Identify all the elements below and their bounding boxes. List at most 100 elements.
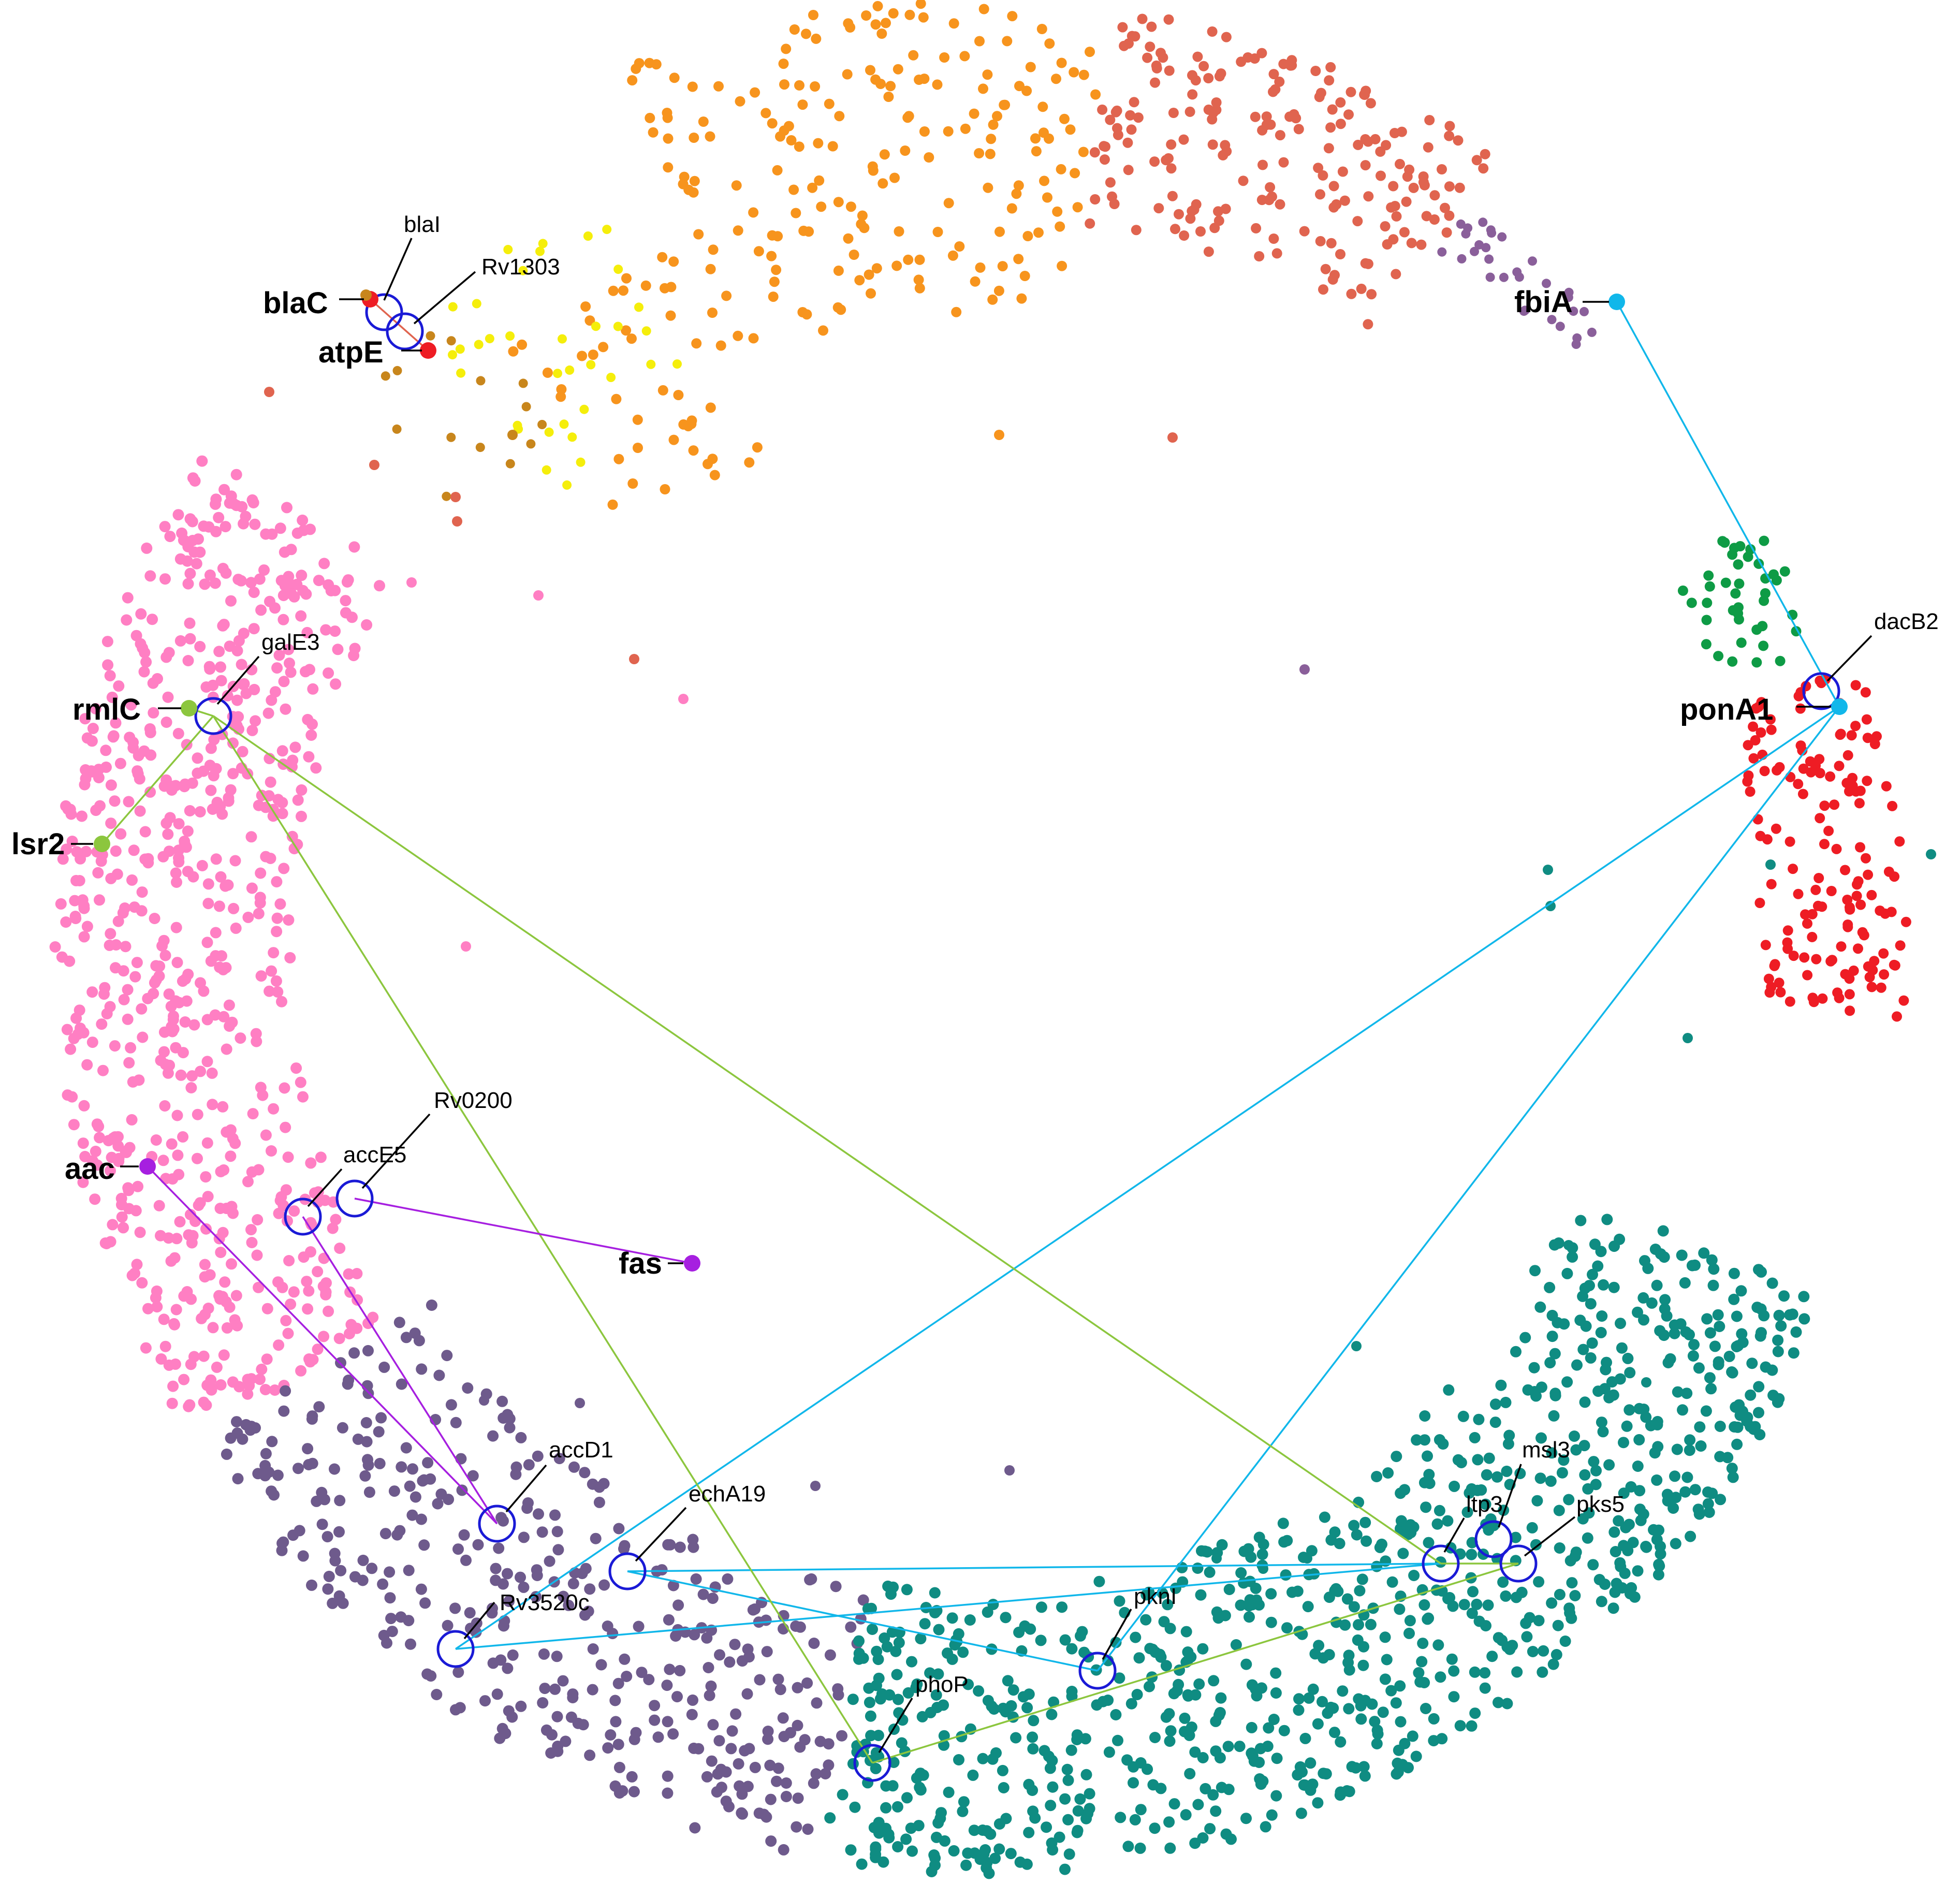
node-dot bbox=[789, 24, 800, 35]
node-dot bbox=[138, 745, 150, 757]
node-dot bbox=[1277, 1517, 1289, 1529]
node-dot bbox=[1478, 163, 1489, 174]
node-dot bbox=[162, 691, 174, 703]
node-dot bbox=[1084, 1788, 1095, 1800]
node-dot bbox=[1862, 733, 1873, 743]
node-dot bbox=[772, 165, 783, 176]
node-dot bbox=[108, 730, 120, 742]
node-dot bbox=[1399, 1738, 1411, 1749]
node-dot bbox=[1379, 1631, 1391, 1643]
node-dot bbox=[1149, 156, 1160, 167]
node-dot bbox=[110, 939, 122, 951]
node-dot bbox=[715, 1763, 727, 1775]
node-dot bbox=[1302, 1553, 1312, 1564]
node-dot bbox=[1626, 1582, 1637, 1594]
node-dot bbox=[1469, 1666, 1481, 1678]
node-dot bbox=[808, 1777, 820, 1789]
node-dot bbox=[1853, 876, 1864, 887]
node-dot bbox=[701, 1632, 713, 1644]
node-dot bbox=[1299, 226, 1310, 237]
node-dot bbox=[1419, 1410, 1431, 1422]
node-dot bbox=[1268, 1714, 1280, 1725]
node-dot bbox=[360, 289, 372, 301]
node-dot bbox=[1624, 1367, 1636, 1379]
node-dot bbox=[496, 1722, 508, 1734]
node-dot bbox=[707, 1719, 719, 1731]
node-dot bbox=[1035, 1601, 1047, 1613]
node-dot bbox=[1681, 1471, 1693, 1483]
node-dot bbox=[1123, 165, 1134, 176]
node-dot bbox=[366, 1563, 378, 1574]
node-dot bbox=[885, 81, 896, 92]
node-dot bbox=[1210, 1805, 1222, 1817]
node-dot bbox=[866, 288, 876, 299]
node-dot bbox=[272, 986, 284, 998]
node-dot bbox=[698, 116, 709, 127]
node-dot bbox=[1203, 246, 1214, 257]
node-dot bbox=[1256, 48, 1267, 59]
node-dot bbox=[723, 1801, 735, 1813]
ring-ltp3 bbox=[1422, 1544, 1460, 1583]
node-dot bbox=[735, 96, 745, 107]
node-dot bbox=[1511, 1666, 1523, 1678]
node-dot bbox=[235, 1032, 246, 1044]
node-dot bbox=[283, 571, 295, 582]
node-dot bbox=[229, 855, 241, 867]
node-dot bbox=[879, 1632, 890, 1644]
node-dot bbox=[301, 1276, 313, 1288]
node-dot bbox=[1720, 577, 1731, 588]
node-dot bbox=[1681, 1388, 1693, 1399]
node-dot bbox=[229, 1137, 241, 1149]
node-dot bbox=[1167, 191, 1178, 201]
leader-line bbox=[216, 655, 260, 705]
node-dot bbox=[1569, 306, 1578, 316]
label-pkni: pknI bbox=[1134, 1584, 1177, 1609]
node-dot bbox=[96, 1018, 108, 1030]
node-dot bbox=[837, 1789, 849, 1801]
node-dot bbox=[110, 717, 122, 729]
node-dot bbox=[1894, 836, 1905, 847]
node-dot bbox=[777, 1712, 789, 1724]
node-dot bbox=[877, 178, 888, 189]
node-dot bbox=[1731, 1310, 1743, 1322]
node-dot bbox=[300, 666, 311, 678]
node-dot bbox=[1519, 1332, 1531, 1344]
node-dot bbox=[1497, 1576, 1509, 1588]
node-dot bbox=[1607, 1602, 1619, 1614]
node-dot bbox=[1495, 1379, 1507, 1391]
node-dot bbox=[274, 522, 286, 534]
node-dot bbox=[1275, 130, 1285, 141]
node-dot bbox=[1299, 1732, 1311, 1744]
node-dot bbox=[888, 8, 899, 19]
edges bbox=[101, 298, 1840, 1764]
node-dot bbox=[385, 1613, 397, 1625]
node-dot bbox=[1734, 578, 1745, 589]
node-dot bbox=[901, 1584, 913, 1596]
node-dot bbox=[613, 1523, 625, 1535]
node-dot bbox=[1122, 137, 1133, 148]
node-dot bbox=[1571, 1359, 1583, 1371]
node-dot bbox=[1448, 1691, 1460, 1703]
node-dot bbox=[983, 182, 993, 193]
node-dot bbox=[559, 419, 569, 429]
node-dot bbox=[280, 703, 291, 715]
node-dot bbox=[1419, 1434, 1430, 1446]
node-dot bbox=[323, 1570, 335, 1582]
node-dot bbox=[392, 424, 402, 434]
node-dot bbox=[865, 1730, 877, 1742]
node-dot bbox=[1677, 585, 1688, 596]
node-dot bbox=[982, 69, 993, 80]
node-dot bbox=[1078, 69, 1089, 80]
node-dot bbox=[219, 1276, 231, 1288]
node-dot bbox=[613, 265, 623, 274]
node-dot bbox=[665, 310, 676, 321]
node-dot bbox=[1549, 1388, 1561, 1399]
node-dot bbox=[1182, 1646, 1194, 1658]
node-dot bbox=[558, 334, 567, 344]
node-dot bbox=[1013, 180, 1024, 191]
node-dot bbox=[1125, 110, 1136, 121]
node-dot bbox=[182, 825, 194, 837]
node-dot bbox=[217, 1101, 229, 1113]
node-dot bbox=[290, 1062, 302, 1074]
node-dot bbox=[422, 1457, 434, 1469]
